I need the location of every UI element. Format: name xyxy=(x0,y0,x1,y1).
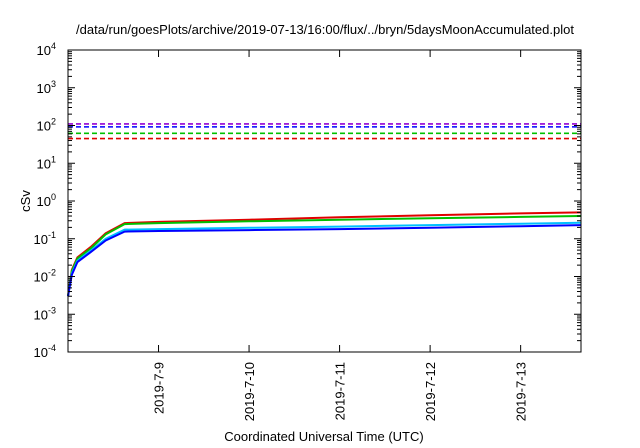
y-tick-label: 10-4 xyxy=(34,343,56,360)
series-line-1 xyxy=(67,215,582,297)
data-series xyxy=(67,211,582,297)
series-line-3 xyxy=(67,224,582,297)
plot-area-frame xyxy=(67,49,582,353)
x-axis: 2019-7-9 2019-7-10 2019-7-11 2019-7-12 2019-… xyxy=(152,50,529,421)
x-tick-label: 2019-7-13 xyxy=(514,362,529,421)
x-tick-label: 2019-7-12 xyxy=(423,362,438,421)
series-line-0 xyxy=(67,211,582,297)
threshold-lines xyxy=(68,123,581,140)
series-line-2 xyxy=(67,221,582,297)
y-axis-label: cSv xyxy=(18,190,33,212)
y-tick-label: 102 xyxy=(37,117,56,134)
chart-title: /data/run/goesPlots/archive/2019-07-13/1… xyxy=(76,22,574,37)
y-tick-label: 103 xyxy=(37,79,56,96)
y-tick-label: 10-3 xyxy=(34,305,56,322)
y-tick-label: 10-2 xyxy=(34,268,56,285)
y-tick-label: 101 xyxy=(37,154,56,171)
y-tick-label: 100 xyxy=(37,192,56,209)
x-tick-label: 2019-7-10 xyxy=(242,362,257,421)
y-tick-label: 104 xyxy=(37,41,56,58)
y-tick-label: 10-1 xyxy=(34,230,56,247)
x-tick-label: 2019-7-9 xyxy=(152,362,167,414)
x-tick-label: 2019-7-11 xyxy=(333,362,348,420)
x-axis-label: Coordinated Universal Time (UTC) xyxy=(224,429,423,444)
y-axis: 10-4 10-3 10-2 10-1 100 101 102 103 104 xyxy=(34,41,581,360)
